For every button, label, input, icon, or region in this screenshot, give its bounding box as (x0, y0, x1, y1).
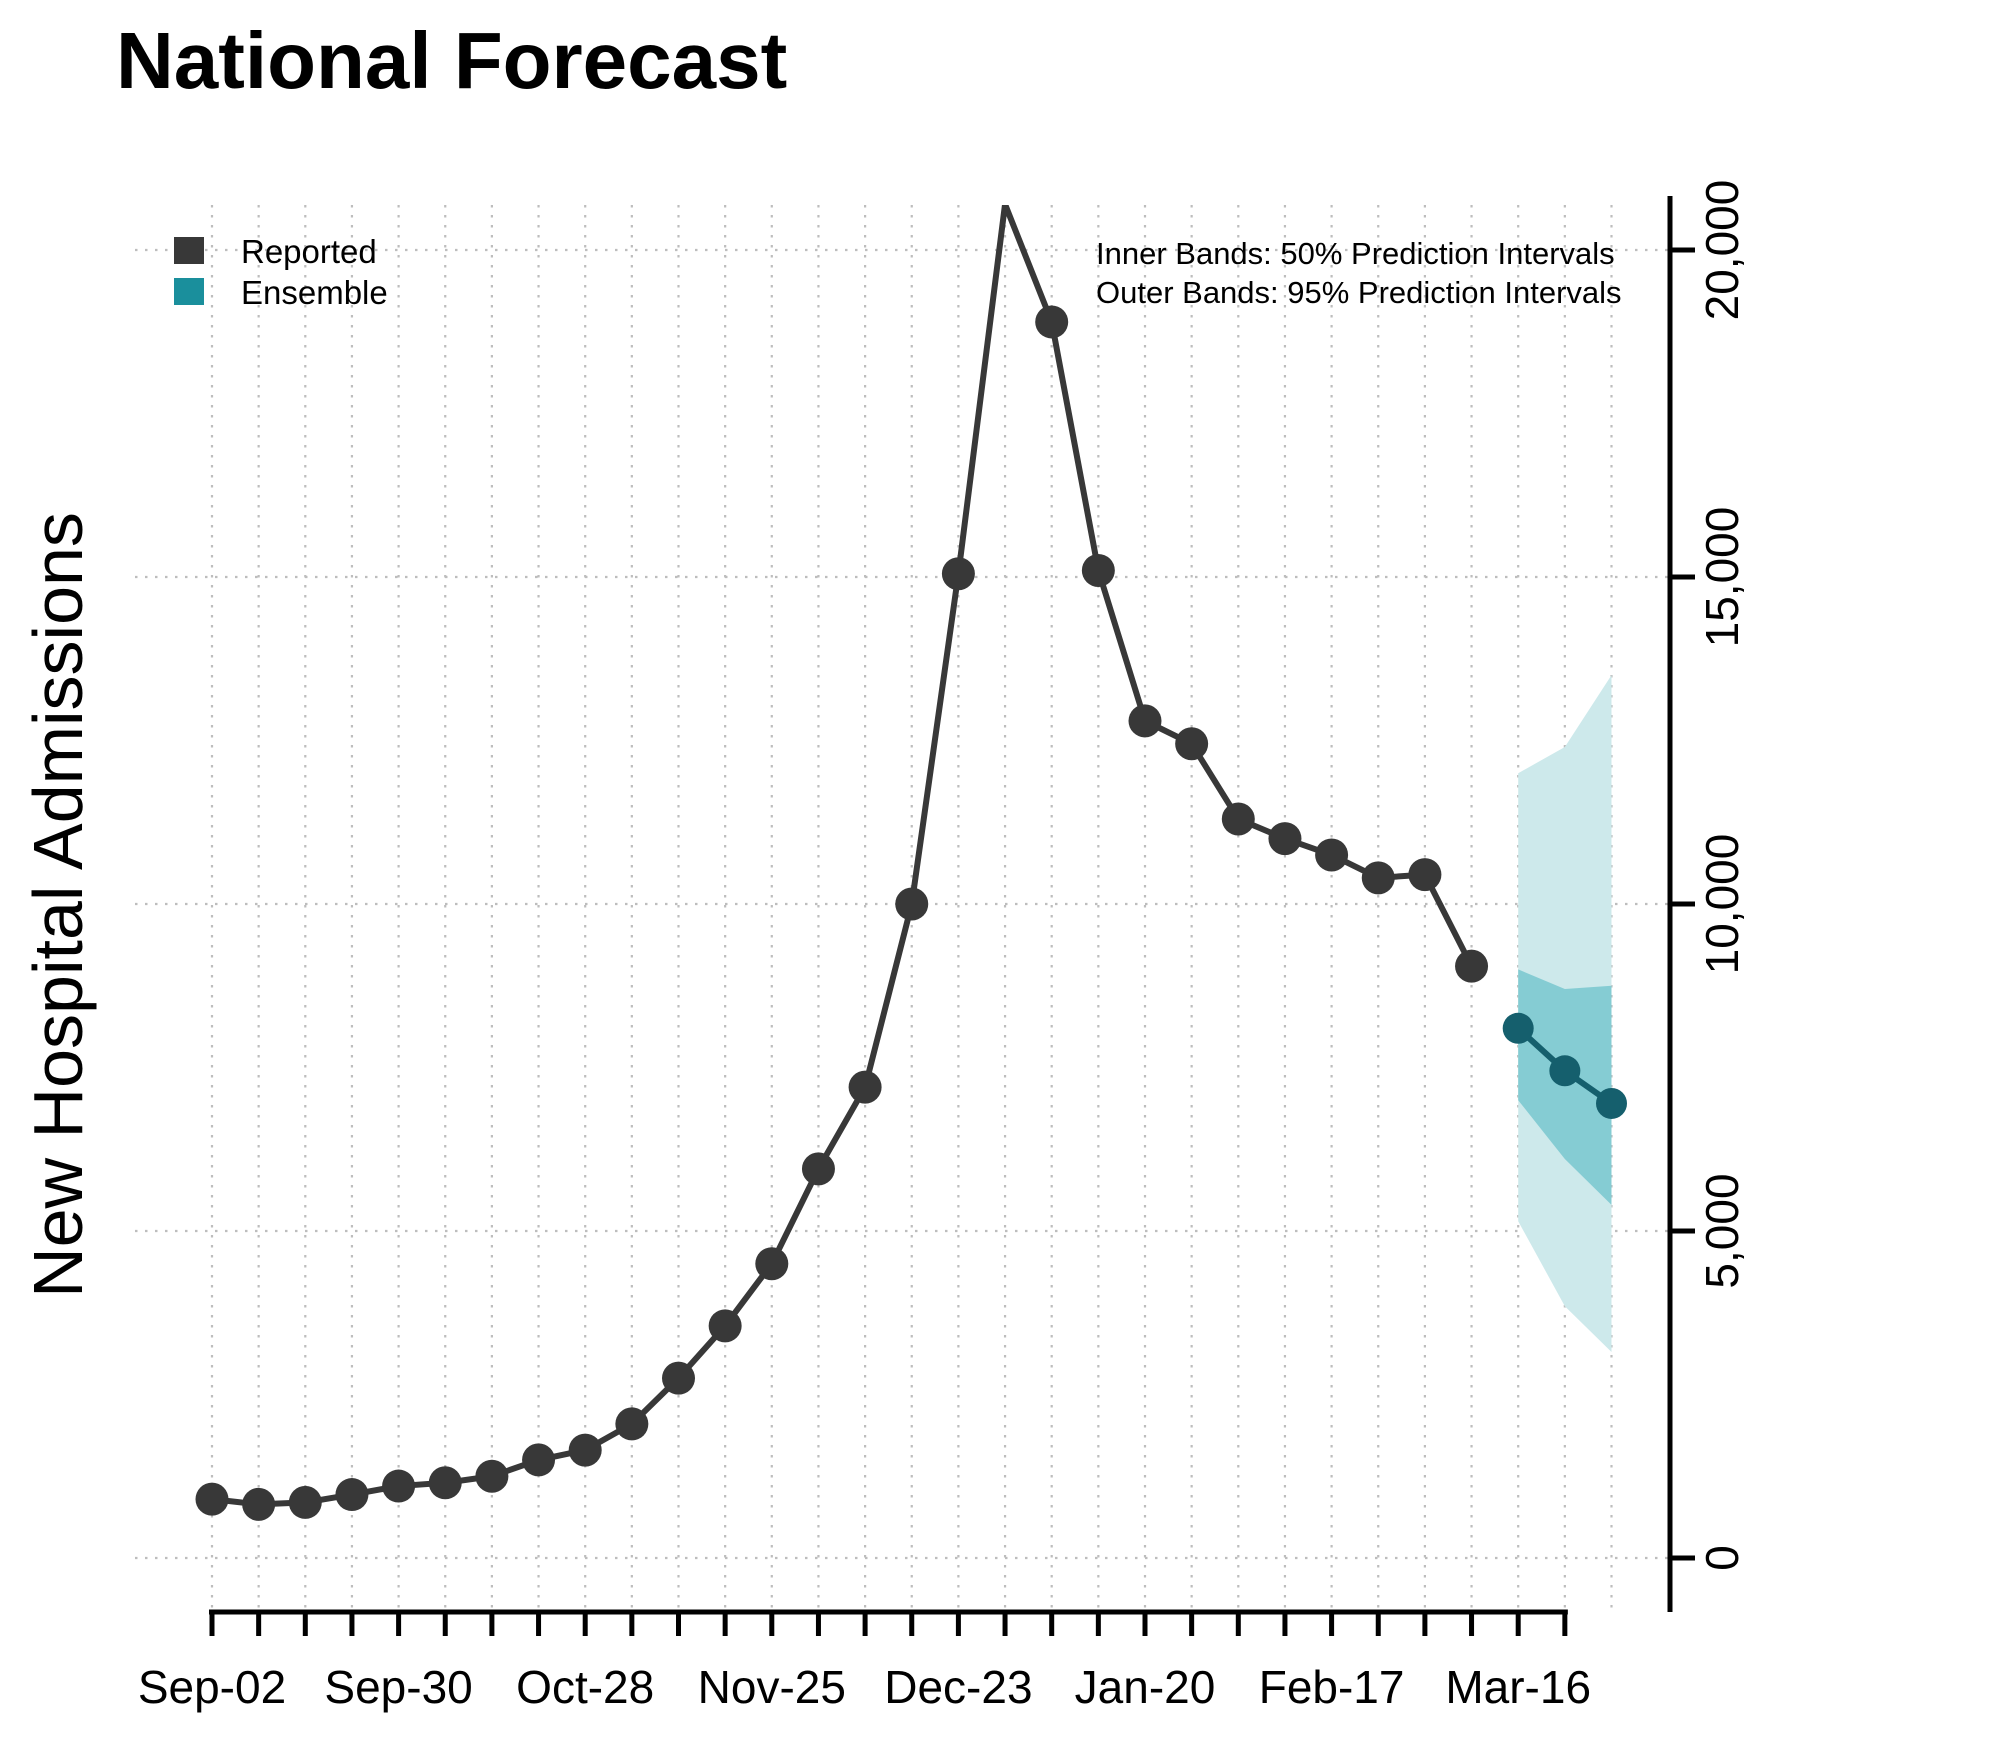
reported-point (242, 1487, 276, 1521)
reported-point (1361, 861, 1395, 895)
reported-legend-swatch (174, 237, 204, 264)
vertical-gridlines (210, 205, 1613, 1612)
reported-point (1128, 704, 1162, 738)
reported-legend-label: Reported (241, 233, 377, 270)
x-axis (209, 1609, 1568, 1636)
reported-point (382, 1469, 416, 1503)
prediction-interval-bands (1518, 675, 1612, 1352)
reported-point (755, 1247, 789, 1281)
legend: Reported Ensemble (174, 233, 388, 311)
reported-point (428, 1466, 462, 1500)
reported-series (195, 205, 1489, 1521)
x-tick-label: Dec-23 (884, 1661, 1032, 1713)
y-axis-right (1667, 196, 1695, 1612)
ensemble-series (1502, 1012, 1627, 1119)
reported-point (1081, 553, 1115, 587)
reported-line (211, 205, 1475, 1508)
reported-point (1455, 949, 1489, 983)
y-tick-label: 10,000 (1696, 834, 1748, 975)
outer-bands-annotation: Outer Bands: 95% Prediction Intervals (1096, 275, 1622, 310)
axis-tick-labels: Sep-02 Sep-30 Oct-28 Nov-25 Dec-23 Jan-20 Feb-… (138, 180, 1748, 1713)
reported-point (1315, 838, 1349, 872)
y-tick-label: 0 (1696, 1545, 1748, 1571)
reported-point (1221, 802, 1255, 836)
reported-point (1408, 858, 1442, 892)
reported-point (1268, 822, 1302, 856)
reported-point (195, 1482, 229, 1516)
ensemble-point (1549, 1055, 1581, 1087)
ensemble-legend-swatch (174, 278, 204, 305)
y-tick-label: 20,000 (1696, 180, 1748, 321)
band-50-polygon (1518, 969, 1612, 1205)
reported-point (335, 1478, 369, 1512)
page-title: National Forecast (116, 16, 787, 105)
reported-point (1175, 727, 1209, 761)
x-tick-label: Sep-30 (324, 1661, 472, 1713)
bands-annotation: Inner Bands: 50% Prediction Intervals Ou… (1096, 236, 1622, 310)
reported-point (475, 1459, 509, 1493)
inner-bands-annotation: Inner Bands: 50% Prediction Intervals (1096, 236, 1615, 271)
reported-point (895, 887, 929, 921)
x-tick-label: Sep-02 (138, 1661, 286, 1713)
x-tick-label: Nov-25 (698, 1661, 846, 1713)
reported-point (941, 557, 975, 591)
y-axis-title: New Hospital Admissions (19, 512, 97, 1298)
reported-point (568, 1433, 602, 1467)
x-tick-label: Mar-16 (1445, 1661, 1591, 1713)
x-tick-label: Oct-28 (516, 1661, 654, 1713)
reported-point (615, 1407, 649, 1441)
x-tick-label: Feb-17 (1259, 1661, 1405, 1713)
ensemble-legend-label: Ensemble (241, 274, 388, 311)
reported-point (708, 1309, 742, 1343)
y-tick-label: 5,000 (1696, 1173, 1748, 1288)
reported-point (848, 1070, 882, 1104)
reported-point (288, 1485, 322, 1519)
ensemble-point (1596, 1087, 1627, 1119)
reported-point (1035, 305, 1069, 339)
y-tick-label: 15,000 (1696, 507, 1748, 648)
ensemble-point (1502, 1012, 1534, 1044)
reported-point (522, 1443, 556, 1477)
x-tick-label: Jan-20 (1075, 1661, 1216, 1713)
reported-point (801, 1152, 835, 1186)
reported-point (662, 1361, 695, 1395)
